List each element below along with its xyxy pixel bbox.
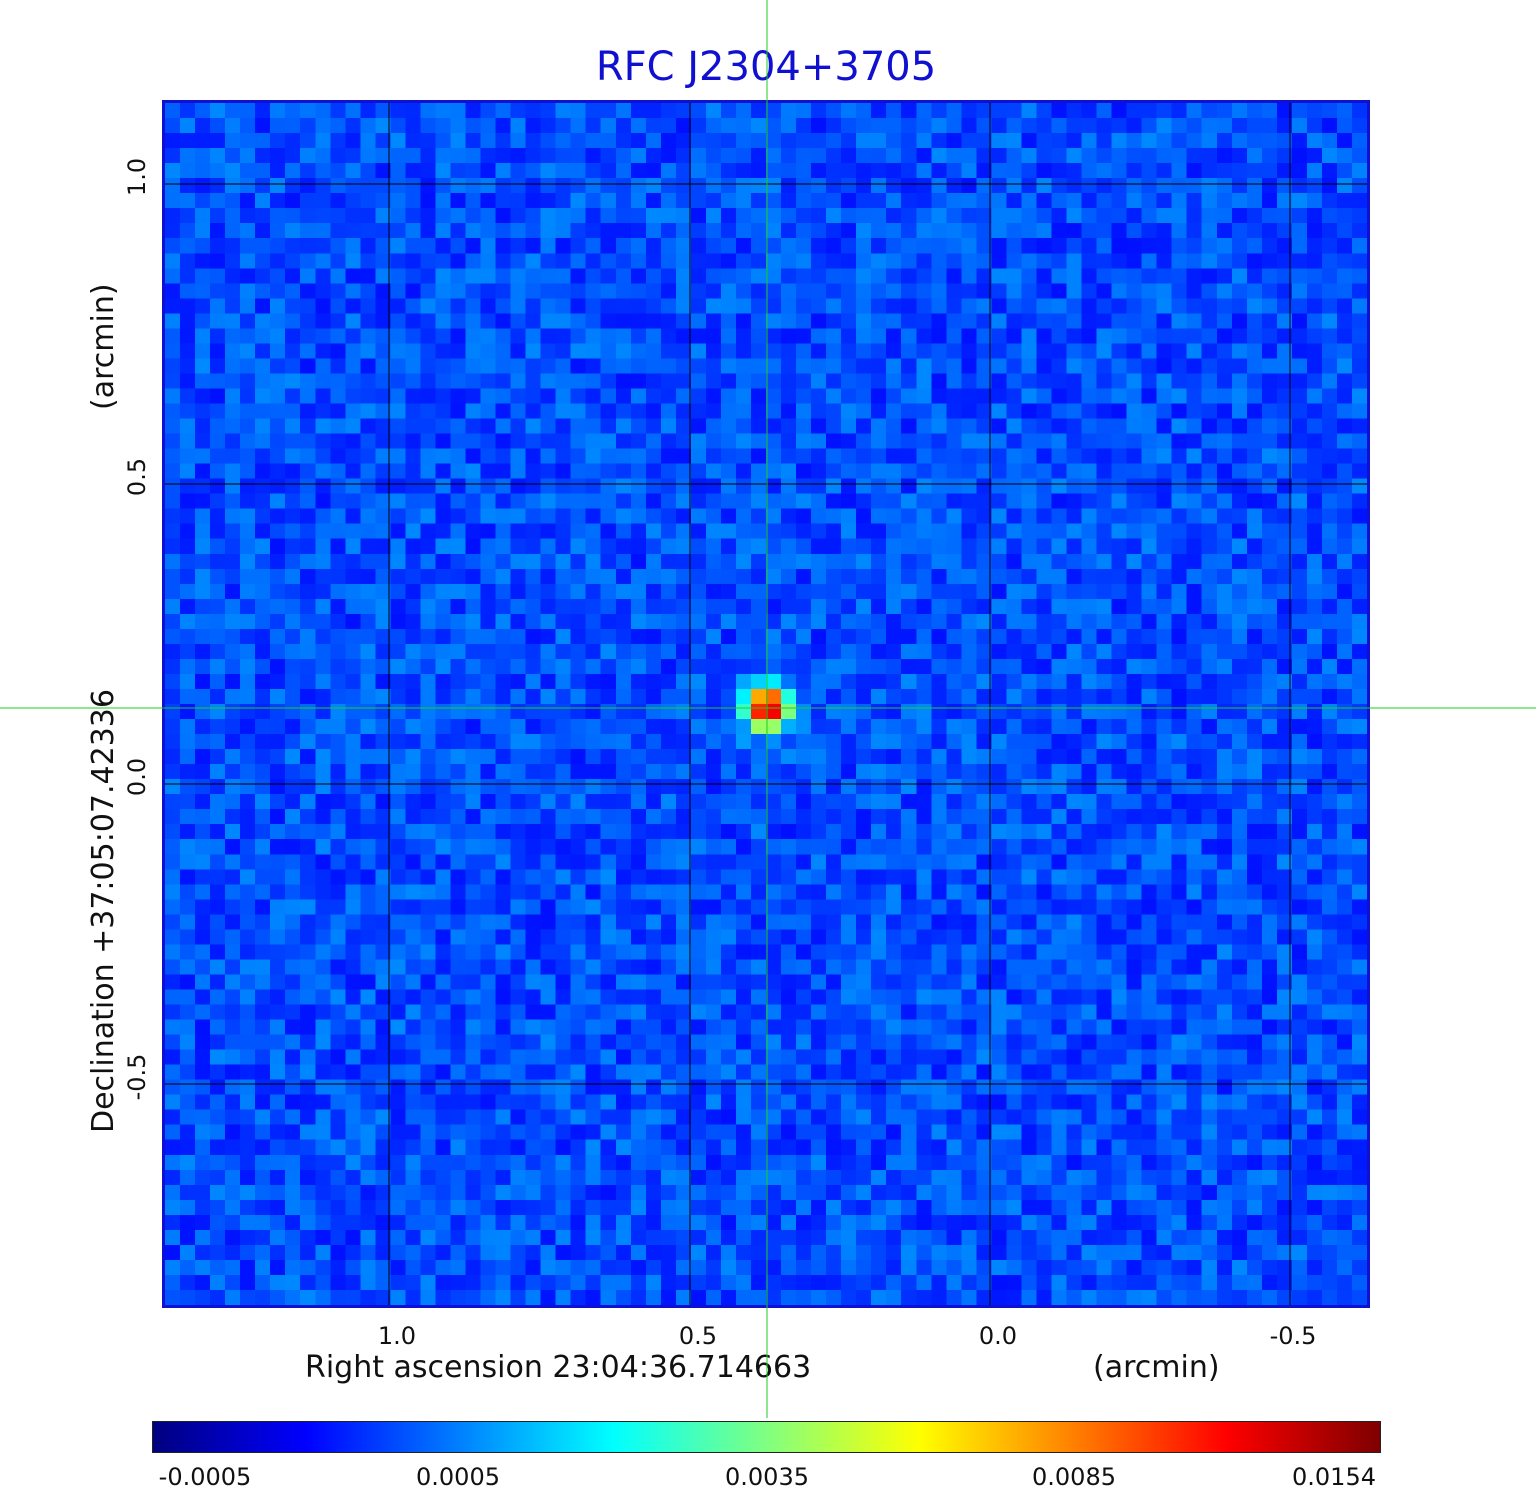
y-tick-label: 0.0: [123, 758, 151, 796]
x-tick-label: 0.5: [679, 1322, 717, 1350]
x-tick-label: -0.5: [1270, 1322, 1317, 1350]
colorbar-tick-label: 0.0085: [1032, 1463, 1116, 1491]
colorbar: [152, 1421, 1381, 1453]
colorbar-tick-label: 0.0005: [416, 1463, 500, 1491]
y-tick-label: -0.5: [123, 1054, 151, 1101]
plot-title: RFC J2304+3705: [595, 44, 937, 90]
colorbar-tick-label: -0.0005: [158, 1463, 252, 1491]
image-frame[interactable]: [162, 100, 1370, 1308]
y-tick-label: 0.5: [123, 458, 151, 496]
x-axis-unit-label: (arcmin): [1093, 1350, 1220, 1385]
y-axis-label: Declination +37:05:07.42336: [86, 689, 121, 1133]
colorbar-tick-label: 0.0154: [1292, 1463, 1376, 1491]
x-axis-label: Right ascension 23:04:36.714663: [305, 1350, 811, 1385]
radio-map-image: [165, 103, 1367, 1305]
y-axis-unit-label: (arcmin): [86, 283, 121, 410]
x-tick-label: 1.0: [378, 1322, 416, 1350]
y-tick-labels: 1.0 0.5 0.0 -0.5: [123, 158, 151, 1101]
x-tick-label: 0.0: [979, 1322, 1017, 1350]
colorbar-tick-label: 0.0035: [725, 1463, 809, 1491]
x-tick-labels: 1.0 0.5 0.0 -0.5: [378, 1322, 1317, 1350]
y-tick-label: 1.0: [123, 158, 151, 196]
